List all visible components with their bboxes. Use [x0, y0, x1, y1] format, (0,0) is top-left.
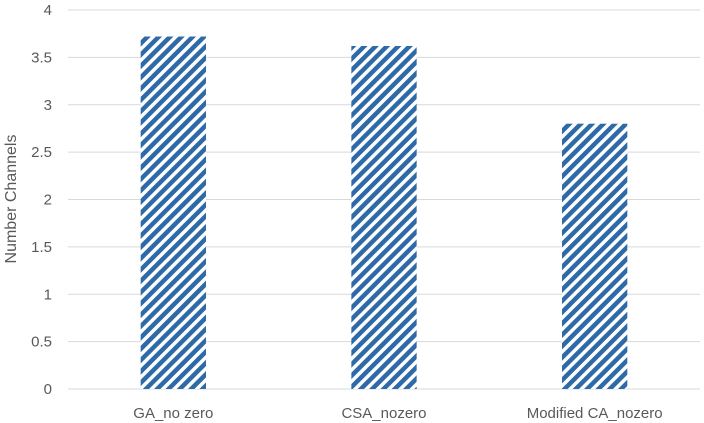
- bars: [140, 36, 628, 389]
- bar-1: [140, 36, 206, 389]
- y-axis-title: Number Channels: [3, 135, 20, 264]
- y-tick-labels: 0 0.5 1 1.5 2 2.5 3 3.5 4: [31, 2, 52, 398]
- bar-2: [351, 46, 417, 389]
- x-tick-label: GA_no zero: [133, 405, 213, 422]
- y-tick-label: 1.5: [31, 239, 52, 256]
- y-tick-label: 3.5: [31, 49, 52, 66]
- y-tick-label: 2.5: [31, 144, 52, 161]
- y-tick-label: 1: [44, 286, 52, 303]
- y-tick-label: 3: [44, 97, 52, 114]
- y-tick-label: 4: [44, 2, 52, 19]
- x-tick-label: CSA_nozero: [341, 405, 426, 422]
- y-tick-label: 0: [44, 381, 52, 398]
- bar-3: [562, 123, 628, 389]
- x-tick-labels: GA_no zero CSA_nozero Modified CA_nozero: [133, 405, 662, 422]
- y-tick-label: 2: [44, 192, 52, 209]
- x-tick-label: Modified CA_nozero: [527, 405, 663, 422]
- y-tick-label: 0.5: [31, 334, 52, 351]
